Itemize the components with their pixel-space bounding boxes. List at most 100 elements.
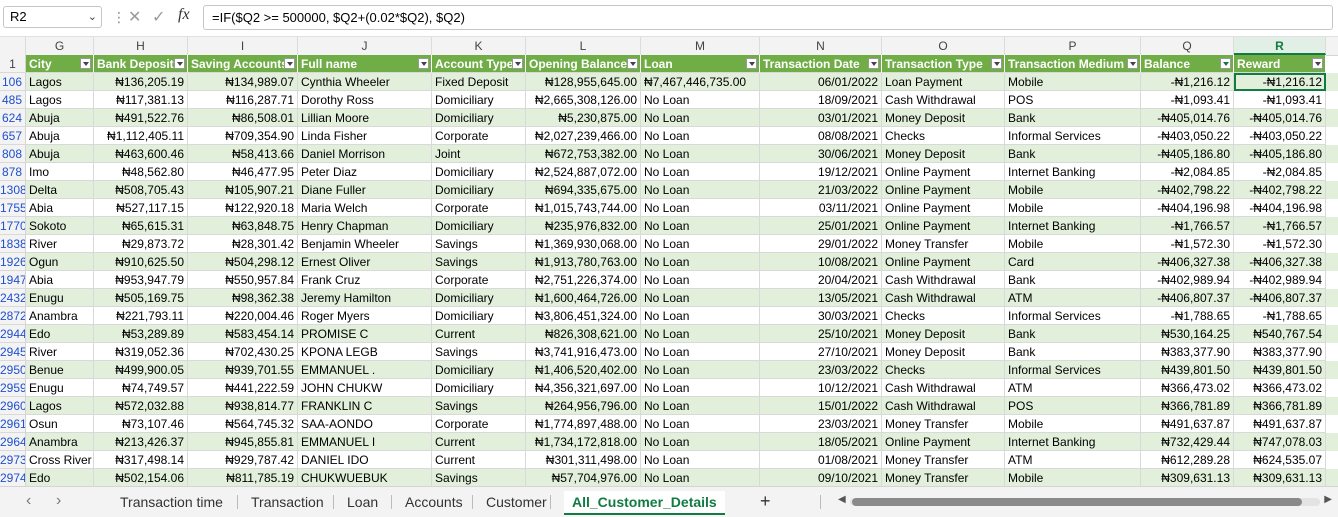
table-cell[interactable]: ₦221,793.11 [94,307,188,325]
row-number[interactable]: 1947 [0,271,26,289]
table-cell[interactable]: ₦73,107.46 [94,415,188,433]
table-cell[interactable]: Abuja [26,145,94,163]
name-box[interactable]: R2 ⌄ [3,6,102,28]
table-cell[interactable]: ₦74,749.57 [94,379,188,397]
table-cell[interactable]: 23/03/2021 [760,415,882,433]
row-number[interactable]: 2961 [0,415,26,433]
enter-check-icon[interactable]: ✓ [152,9,166,26]
table-cell[interactable]: Cash Withdrawal [882,289,1005,307]
table-cell[interactable]: Mobile [1005,73,1141,91]
table-cell[interactable]: Current [432,325,526,343]
table-cell[interactable]: Money Transfer [882,415,1005,433]
table-cell[interactable]: Cross River [26,451,94,469]
table-cell[interactable]: Informal Services [1005,307,1141,325]
column-header-r[interactable]: R [1234,37,1326,55]
table-cell[interactable]: 30/06/2021 [760,145,882,163]
table-cell[interactable]: ₦491,637.87 [1141,415,1234,433]
table-cell[interactable]: Ogun [26,253,94,271]
table-cell[interactable]: ₦583,454.14 [188,325,298,343]
table-cell[interactable]: 30/03/2021 [760,307,882,325]
table-cell[interactable]: Savings [432,343,526,361]
table-cell[interactable]: ₦1,015,743,744.00 [526,199,641,217]
row-number[interactable]: 2950 [0,361,26,379]
table-cell[interactable]: ₦309,631.13 [1141,469,1234,487]
table-cell[interactable]: Cynthia Wheeler [298,73,432,91]
table-cell[interactable]: Checks [882,127,1005,145]
table-cell[interactable]: ₦128,955,645.00 [526,73,641,91]
table-cell[interactable]: No Loan [641,307,760,325]
table-cell[interactable]: No Loan [641,379,760,397]
table-cell[interactable]: -₦1,788.65 [1234,307,1326,325]
chevron-down-icon[interactable]: ⌄ [87,11,97,23]
table-cell[interactable]: -₦406,327.38 [1141,253,1234,271]
formula-input[interactable]: =IF($Q2 >= 500000, $Q2+(0.02*$Q2), $Q2) [203,5,1333,30]
table-cell[interactable]: No Loan [641,91,760,109]
table-cell[interactable]: Imo [26,163,94,181]
table-cell[interactable]: ₦98,362.38 [188,289,298,307]
table-cell[interactable]: ₦7,467,446,735.00 [641,73,760,91]
table-cell[interactable]: Informal Services [1005,361,1141,379]
table-cell[interactable]: ₦1,369,930,068.00 [526,235,641,253]
table-cell[interactable]: Frank Cruz [298,271,432,289]
table-cell[interactable]: Maria Welch [298,199,432,217]
column-header-p[interactable]: P [1005,37,1141,55]
table-cell[interactable]: ₦235,976,832.00 [526,217,641,235]
table-cell[interactable]: Domiciliary [432,307,526,325]
table-cell[interactable]: ₦439,801.50 [1141,361,1234,379]
table-cell[interactable]: Corporate [432,127,526,145]
table-cell[interactable]: -₦405,014.76 [1141,109,1234,127]
row-number[interactable]: 1838 [0,235,26,253]
scrollbar-thumb[interactable] [852,498,1302,506]
table-cell[interactable]: ₦264,956,796.00 [526,397,641,415]
table-cell[interactable]: 20/04/2021 [760,271,882,289]
table-header-cell[interactable]: Loan [641,55,760,73]
table-cell[interactable]: ₦540,767.54 [1234,325,1326,343]
column-header-l[interactable]: L [526,37,641,55]
table-cell[interactable]: Mobile [1005,235,1141,253]
table-cell[interactable]: ₦46,477.95 [188,163,298,181]
table-cell[interactable]: ₦366,781.89 [1234,397,1326,415]
table-cell[interactable]: 25/01/2021 [760,217,882,235]
table-cell[interactable]: ₦953,947.79 [94,271,188,289]
table-cell[interactable]: ₦624,535.07 [1234,451,1326,469]
table-cell[interactable]: Cash Withdrawal [882,91,1005,109]
sheet-tab-transaction-time[interactable]: Transaction time [120,494,223,510]
table-cell[interactable]: -₦1,788.65 [1141,307,1234,325]
table-cell[interactable]: -₦1,216.12 [1141,73,1234,91]
table-cell[interactable]: No Loan [641,163,760,181]
table-cell[interactable]: Ernest Oliver [298,253,432,271]
row-number[interactable]: 657 [0,127,26,145]
table-cell[interactable]: Benjamin Wheeler [298,235,432,253]
table-cell[interactable]: No Loan [641,343,760,361]
table-cell[interactable]: Dorothy Ross [298,91,432,109]
filter-dropdown-icon[interactable] [1127,58,1138,69]
table-cell[interactable]: Savings [432,397,526,415]
table-cell[interactable]: CHUKWUEBUK [298,469,432,487]
row-number[interactable]: 1926 [0,253,26,271]
table-cell[interactable]: No Loan [641,253,760,271]
next-sheet-icon[interactable]: › [56,492,62,509]
table-cell[interactable]: -₦1,093.41 [1141,91,1234,109]
row-number[interactable]: 2944 [0,325,26,343]
table-cell[interactable]: Online Payment [882,199,1005,217]
table-cell[interactable]: Domiciliary [432,163,526,181]
column-header-j[interactable]: J [298,37,432,55]
row-number[interactable]: 2432 [0,289,26,307]
table-cell[interactable]: ₦502,154.06 [94,469,188,487]
table-cell[interactable]: ₦1,406,520,402.00 [526,361,641,379]
table-cell[interactable]: Money Deposit [882,109,1005,127]
table-cell[interactable]: 19/12/2021 [760,163,882,181]
table-cell[interactable]: ₦732,429.44 [1141,433,1234,451]
table-header-cell[interactable]: Opening Balance [526,55,641,73]
table-cell[interactable]: Mobile [1005,469,1141,487]
table-cell[interactable]: Internet Banking [1005,163,1141,181]
table-cell[interactable]: No Loan [641,469,760,487]
table-cell[interactable]: FRANKLIN C [298,397,432,415]
table-cell[interactable]: Anambra [26,307,94,325]
table-cell[interactable]: ₦65,615.31 [94,217,188,235]
table-header-cell[interactable]: Transaction Date [760,55,882,73]
table-cell[interactable]: No Loan [641,397,760,415]
table-header-cell[interactable]: Balance [1141,55,1234,73]
table-cell[interactable]: Sokoto [26,217,94,235]
table-cell[interactable]: -₦404,196.98 [1234,199,1326,217]
